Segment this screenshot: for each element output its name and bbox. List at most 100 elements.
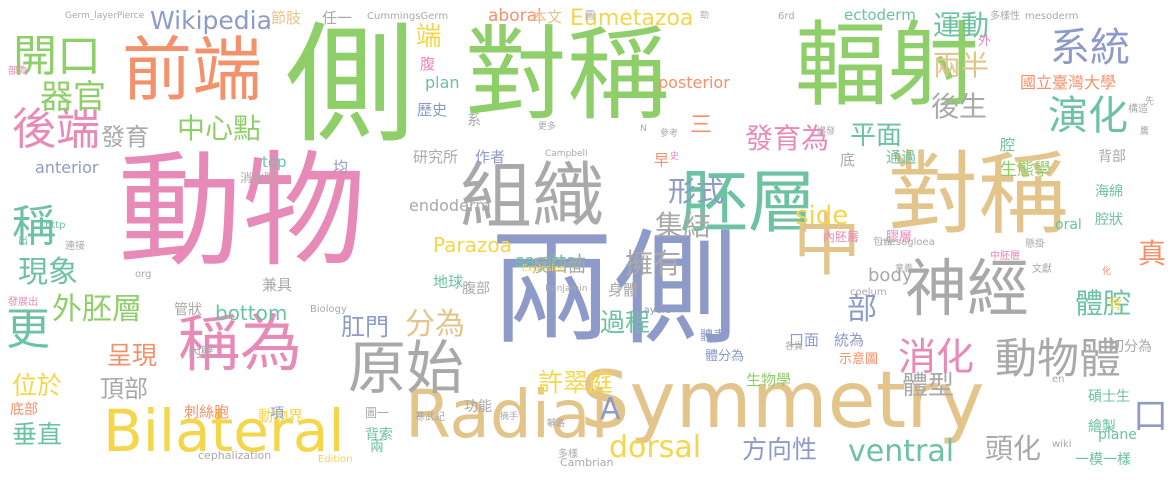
word-72: anterior <box>35 158 99 177</box>
word-140: 出 <box>18 236 28 247</box>
word-18: 稱 <box>12 201 56 252</box>
word-50: 頂部 <box>100 375 148 403</box>
word-51: 位於 <box>12 371 63 400</box>
word-156: 部為 <box>8 66 28 77</box>
word-136: wiki <box>1052 439 1072 450</box>
word-104: 體表 <box>700 329 727 344</box>
word-38: side <box>795 201 849 231</box>
word-31: 兩半 <box>933 49 990 82</box>
word-157: 化 <box>1102 267 1112 277</box>
word-8: 胚層 <box>680 164 817 243</box>
word-83: 海綿 <box>1095 184 1123 200</box>
word-152: 更多 <box>538 122 557 132</box>
word-91: 口面 <box>789 331 820 349</box>
word-61: sagittal <box>515 251 582 272</box>
word-13: Bilateral <box>103 397 345 465</box>
word-5: 輻射 <box>795 12 980 119</box>
word-26: 外胚層 <box>52 292 142 327</box>
word-39: dorsal <box>609 430 702 465</box>
word-100: 繪製 <box>1088 419 1116 435</box>
word-146: 中胚層 <box>990 251 1020 262</box>
word-149: 構造 <box>1128 104 1148 115</box>
word-29: 發育 <box>101 123 149 151</box>
word-80: 節肢 <box>271 9 302 27</box>
word-69: plan <box>425 73 460 92</box>
word-32: 後生 <box>931 90 988 123</box>
word-163: 史 <box>670 152 680 162</box>
word-1: 兩側 <box>490 218 739 362</box>
word-10: 中 <box>793 207 862 286</box>
word-58: 三 <box>690 113 713 138</box>
word-33: 平面 <box>850 121 903 151</box>
word-15: 原始 <box>348 334 465 402</box>
word-73: top <box>262 153 287 171</box>
word-11: 神經 <box>905 252 1030 325</box>
word-161: N <box>640 124 647 134</box>
word-64: bottom <box>215 301 288 325</box>
word-114: 腔 <box>1000 136 1016 154</box>
word-129: Benjamin <box>545 284 588 294</box>
word-36: 集結 <box>655 209 712 242</box>
word-160: 勁 <box>700 11 710 21</box>
word-94: 生物學 <box>746 371 792 389</box>
word-153: 爆發 <box>817 127 836 137</box>
word-128: Explosion <box>522 264 566 274</box>
word-2: Symmetry <box>580 356 985 446</box>
word-44: 頭化 <box>985 432 1042 465</box>
word-98: 背索 <box>365 427 393 443</box>
word-112: 早 <box>654 151 670 169</box>
word-85: 背部 <box>1098 149 1126 165</box>
word-17: 更 <box>6 304 50 355</box>
word-97: 功能 <box>464 399 492 415</box>
word-43: 體腔 <box>1075 287 1132 320</box>
word-125: 多樣性 <box>990 11 1020 22</box>
word-79: 本文 <box>532 8 563 26</box>
word-142: 發展出 <box>8 297 38 308</box>
word-48: 肛門 <box>341 313 389 341</box>
word-52: 垂直 <box>12 420 63 449</box>
word-71: endoderm <box>409 196 491 215</box>
word-87: 腹部 <box>462 281 490 297</box>
word-66: 國立臺灣大學 <box>1020 73 1117 92</box>
word-109: 均 <box>333 158 349 176</box>
word-116: 外 <box>978 34 992 49</box>
word-0: 動物 <box>118 140 367 284</box>
word-14: 稱為 <box>178 307 303 380</box>
word-23: 消化 <box>898 335 975 379</box>
word-158: 先 <box>1145 97 1155 107</box>
word-119: 兩 <box>370 439 384 455</box>
word-133: cephalization <box>198 449 272 462</box>
word-137: en <box>1052 374 1065 385</box>
word-16: 開口 <box>13 31 101 82</box>
word-95: 刺絲胞 <box>184 403 230 421</box>
word-6: 對稱 <box>888 142 1068 247</box>
word-148: 懸掛 <box>1025 239 1045 250</box>
word-75: 研究所 <box>413 148 459 166</box>
word-162: 圖 <box>585 11 595 22</box>
word-107: 內壁 <box>188 346 215 361</box>
word-121: Germ_layerPierce <box>65 11 145 21</box>
word-154: 各異 <box>785 342 804 352</box>
word-96: 動物界 <box>258 407 304 425</box>
word-46: 過程 <box>600 308 651 337</box>
word-122: CummingsGerm <box>367 11 449 22</box>
word-130: Biology <box>310 304 347 315</box>
word-105: 體分為 <box>705 349 745 364</box>
word-42: 體型 <box>902 371 955 401</box>
word-12: Radial <box>405 376 609 453</box>
word-151: 參考 <box>660 129 679 139</box>
word-90: 管狀 <box>174 302 202 318</box>
word-20: 系統 <box>1050 25 1130 71</box>
word-24: 器官 <box>40 77 106 116</box>
word-25: Wikipedia <box>150 6 272 35</box>
word-86: 身體 <box>608 281 639 299</box>
word-56: 真 <box>1138 237 1167 270</box>
word-67: ectoderm <box>844 6 916 24</box>
word-55: 部 <box>847 292 877 327</box>
word-78: 腹 <box>420 55 436 73</box>
word-22: 動物體 <box>995 334 1122 383</box>
word-135: Edition <box>318 454 353 465</box>
word-57: 端 <box>411 22 441 48</box>
word-19: 後端 <box>12 104 100 155</box>
word-115: 系 <box>467 113 481 129</box>
